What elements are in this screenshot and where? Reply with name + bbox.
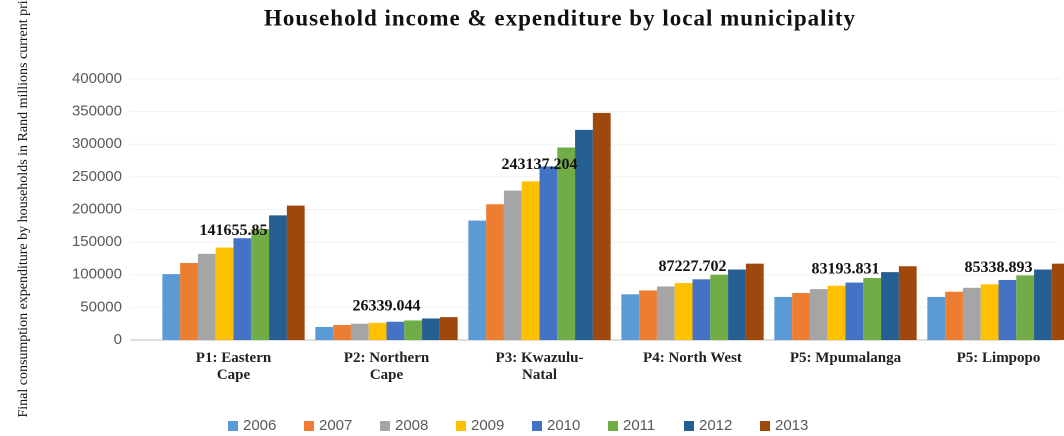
bar (621, 294, 640, 340)
bar (1034, 269, 1052, 340)
bar (404, 320, 423, 340)
y-tick-label: 50000 (80, 298, 122, 315)
x-tick-label: P5: Mpumalanga (789, 350, 902, 366)
bar (251, 229, 270, 340)
bar (945, 291, 963, 340)
y-tick-label: 200000 (72, 200, 122, 217)
legend-label: 2012 (699, 417, 732, 434)
bar (898, 266, 917, 340)
bar (503, 190, 522, 340)
x-tick-label: P1: Eastern Cape (195, 350, 272, 383)
bar (1016, 275, 1035, 340)
bar (710, 274, 729, 340)
bar (927, 296, 946, 340)
bar (1051, 263, 1064, 340)
bar (998, 279, 1017, 340)
legend-swatch (684, 421, 694, 431)
bar (557, 147, 576, 340)
legend-label: 2013 (775, 417, 808, 434)
bar (809, 289, 828, 340)
legend-label: 2011 (623, 417, 655, 434)
bar (386, 321, 405, 340)
y-tick-label: 400000 (72, 70, 122, 87)
legend-swatch (380, 421, 390, 431)
bar (962, 287, 981, 340)
y-tick-label: 350000 (72, 103, 122, 120)
legend-swatch (228, 421, 238, 431)
bar (350, 323, 369, 340)
bar (692, 279, 711, 340)
y-tick-label: 0 (114, 331, 122, 348)
legend-swatch (760, 421, 770, 431)
bar (745, 263, 764, 340)
x-tick-label: P3: Kwazulu-Natal (495, 350, 584, 383)
bar (674, 283, 693, 340)
legend-swatch (608, 421, 618, 431)
data-label: 243137.204 (502, 156, 578, 173)
y-tick-label: 250000 (72, 168, 122, 185)
bar (539, 166, 558, 340)
bar (575, 129, 593, 340)
legend-swatch (456, 421, 466, 431)
x-tick-label: P5: Limpopo (956, 350, 1041, 366)
y-tick-label: 150000 (72, 233, 122, 250)
bar (639, 290, 657, 340)
legend-swatch (304, 421, 314, 431)
bar (486, 204, 504, 340)
y-axis-label: Final consumption expenditure by househo… (16, 0, 31, 418)
bar (422, 318, 440, 340)
data-label: 85338.893 (965, 259, 1033, 276)
bar (368, 322, 387, 340)
bar (333, 324, 351, 340)
bar (592, 112, 611, 341)
legend-label: 2006 (243, 417, 276, 434)
bar (439, 317, 458, 340)
bar (197, 253, 216, 340)
bar (827, 285, 846, 340)
bar (215, 247, 234, 340)
x-tick-label: P4: North West (643, 350, 742, 366)
chart-title: Household income & expenditure by local … (264, 5, 856, 30)
legend-label: 2010 (547, 417, 580, 434)
bar (792, 293, 810, 340)
bar (980, 284, 999, 340)
legend-label: 2007 (319, 417, 352, 434)
data-label: 26339.044 (353, 297, 421, 314)
data-label: 83193.831 (812, 260, 880, 277)
bar (315, 326, 334, 340)
bar (233, 238, 252, 340)
bar (863, 278, 882, 340)
legend-swatch (532, 421, 542, 431)
bar (521, 181, 540, 340)
y-tick-label: 100000 (72, 266, 122, 283)
bar (162, 274, 181, 340)
legend-label: 2008 (395, 417, 428, 434)
bar (728, 269, 746, 340)
bar (286, 205, 305, 340)
bar (180, 263, 198, 340)
legend-label: 2009 (471, 417, 504, 434)
bar (656, 286, 675, 340)
bar (269, 215, 287, 340)
data-label: 87227.702 (659, 258, 727, 275)
data-label: 141655.85 (200, 222, 268, 239)
y-tick-label: 300000 (72, 135, 122, 152)
bar (845, 282, 864, 340)
bar (468, 220, 487, 340)
bar (881, 272, 899, 340)
bar (774, 296, 793, 340)
x-tick-label: P2: Northern Cape (343, 350, 430, 383)
